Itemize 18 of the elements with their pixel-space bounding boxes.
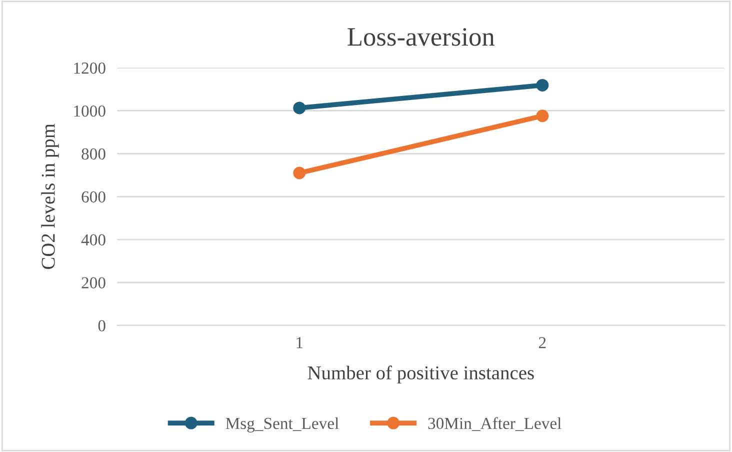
y-tick-label: 1000 xyxy=(74,105,106,117)
point xyxy=(536,110,549,122)
point xyxy=(293,166,306,180)
y-tick-label: 0 xyxy=(98,320,106,332)
point xyxy=(293,102,306,114)
chart-title: Loss-aversion xyxy=(348,28,495,46)
point xyxy=(536,78,549,92)
y-axis-title: CO2 levels in ppm xyxy=(41,124,59,270)
y-tick-label: 800 xyxy=(82,148,106,160)
legend-label: 30Min_After_Level xyxy=(428,417,562,432)
x-axis-title: Number of positive instances xyxy=(308,366,534,384)
y-tick-label: 200 xyxy=(82,277,106,288)
y-tick-label: 400 xyxy=(81,234,106,246)
x-tick-label: 1 xyxy=(296,337,303,348)
x-tick-label: 2 xyxy=(538,337,546,348)
y-tick-label: 1200 xyxy=(74,62,106,74)
y-tick-label: 600 xyxy=(82,191,106,203)
legend-label: Msg_Sent_Level xyxy=(226,417,339,432)
